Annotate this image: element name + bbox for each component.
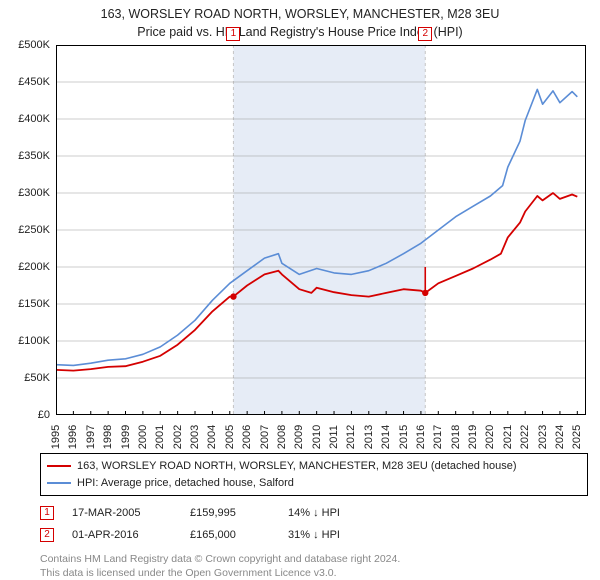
- legend-swatch: [47, 482, 71, 484]
- x-tick-label: 2000: [137, 425, 149, 449]
- x-tick-label: 2025: [571, 425, 583, 449]
- legend-label: HPI: Average price, detached house, Salf…: [77, 475, 294, 492]
- x-tick-label: 1995: [50, 425, 62, 449]
- transaction-date: 17-MAR-2005: [72, 507, 172, 519]
- x-tick-label: 2024: [554, 425, 566, 449]
- transaction-table: 1 17-MAR-2005 £159,995 14% ↓ HPI 2 01-APR-201…: [40, 502, 588, 546]
- x-tick-label: 2008: [276, 425, 288, 449]
- x-tick-label: 2014: [380, 425, 392, 449]
- legend-item: 163, WORSLEY ROAD NORTH, WORSLEY, MANCHE…: [47, 458, 581, 475]
- chart-svg: [56, 45, 586, 415]
- x-tick-label: 2015: [398, 425, 410, 449]
- y-tick-label: £300K: [18, 187, 50, 199]
- y-tick-label: £0: [38, 409, 50, 421]
- x-tick-label: 2021: [502, 425, 514, 449]
- transaction-badge: 2: [40, 528, 54, 542]
- x-tick-label: 2020: [484, 425, 496, 449]
- x-tick-label: 2023: [537, 425, 549, 449]
- transaction-diff: 31% ↓ HPI: [288, 529, 340, 541]
- x-tick-label: 2018: [450, 425, 462, 449]
- transaction-row: 1 17-MAR-2005 £159,995 14% ↓ HPI: [40, 502, 588, 524]
- y-tick-label: £350K: [18, 150, 50, 162]
- x-tick-label: 1996: [67, 425, 79, 449]
- x-tick-label: 2009: [293, 425, 305, 449]
- footnote: Contains HM Land Registry data © Crown c…: [40, 552, 588, 580]
- legend: 163, WORSLEY ROAD NORTH, WORSLEY, MANCHE…: [40, 453, 588, 496]
- x-tick-label: 2003: [189, 425, 201, 449]
- x-tick-label: 2010: [311, 425, 323, 449]
- x-tick-label: 2017: [432, 425, 444, 449]
- transaction-row: 2 01-APR-2016 £165,000 31% ↓ HPI: [40, 524, 588, 546]
- x-tick-label: 2022: [519, 425, 531, 449]
- x-tick-label: 2016: [415, 425, 427, 449]
- y-tick-label: £400K: [18, 113, 50, 125]
- footnote-line: This data is licensed under the Open Gov…: [40, 566, 588, 580]
- transaction-price: £165,000: [190, 529, 270, 541]
- x-tick-label: 2002: [172, 425, 184, 449]
- y-tick-label: £450K: [18, 76, 50, 88]
- x-tick-label: 1998: [102, 425, 114, 449]
- x-tick-label: 2005: [224, 425, 236, 449]
- transaction-date: 01-APR-2016: [72, 529, 172, 541]
- transaction-price: £159,995: [190, 507, 270, 519]
- y-tick-label: £250K: [18, 224, 50, 236]
- transaction-marker: 1: [226, 27, 240, 41]
- y-tick-label: £500K: [18, 39, 50, 51]
- legend-item: HPI: Average price, detached house, Salf…: [47, 475, 581, 492]
- legend-swatch: [47, 465, 71, 467]
- x-tick-label: 1997: [85, 425, 97, 449]
- transaction-marker: 2: [418, 27, 432, 41]
- y-tick-label: £50K: [24, 372, 50, 384]
- x-tick-label: 2011: [328, 425, 340, 449]
- x-tick-label: 2001: [154, 425, 166, 449]
- x-tick-label: 2006: [241, 425, 253, 449]
- transaction-diff: 14% ↓ HPI: [288, 507, 340, 519]
- y-tick-label: £150K: [18, 298, 50, 310]
- x-tick-label: 1999: [120, 425, 132, 449]
- chart-plot-area: £0£50K£100K£150K£200K£250K£300K£350K£400…: [56, 45, 588, 415]
- y-tick-label: £100K: [18, 335, 50, 347]
- x-tick-label: 2007: [259, 425, 271, 449]
- title-subtitle: Price paid vs. HM Land Registry's House …: [0, 24, 600, 42]
- legend-label: 163, WORSLEY ROAD NORTH, WORSLEY, MANCHE…: [77, 458, 517, 475]
- transaction-badge: 1: [40, 506, 54, 520]
- x-tick-label: 2004: [206, 425, 218, 449]
- title-block: 163, WORSLEY ROAD NORTH, WORSLEY, MANCHE…: [0, 0, 600, 41]
- x-tick-label: 2013: [363, 425, 375, 449]
- footnote-line: Contains HM Land Registry data © Crown c…: [40, 552, 588, 566]
- x-tick-label: 2012: [345, 425, 357, 449]
- x-tick-label: 2019: [467, 425, 479, 449]
- y-tick-label: £200K: [18, 261, 50, 273]
- title-address: 163, WORSLEY ROAD NORTH, WORSLEY, MANCHE…: [0, 6, 600, 24]
- chart-figure: 163, WORSLEY ROAD NORTH, WORSLEY, MANCHE…: [0, 0, 600, 560]
